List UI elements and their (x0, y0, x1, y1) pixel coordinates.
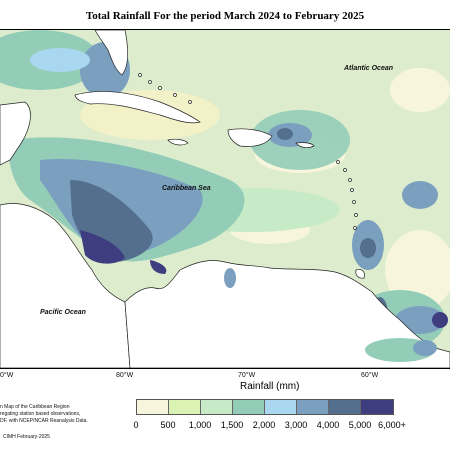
legend-tick-label: 5,000 (348, 420, 372, 430)
legend-tick-label: 0 (133, 420, 139, 430)
legend-swatch (137, 400, 169, 414)
caribbean-sea-label: Caribbean Sea (162, 185, 211, 192)
pacific-ocean-label: Pacific Ocean (40, 309, 86, 316)
rainfall-map: Atlantic Ocean Caribbean Sea Pacific Oce… (0, 29, 450, 369)
legend-tick-label: 6,000+ (378, 420, 406, 430)
map-title: Total Rainfall For the period March 2024… (85, 10, 365, 22)
lon-tick-80w: 80°W (116, 372, 134, 379)
legend-tick-label: 2,000 (252, 420, 276, 430)
legend-title: Rainfall (mm) (240, 381, 300, 392)
legend-tick-label: 1,500 (220, 420, 244, 430)
lon-tick-60w: 60°W (361, 372, 379, 379)
lon-tick-left: 0°W (0, 372, 14, 379)
legend-swatch (169, 400, 201, 414)
footnote-line-3: DF, with NCEP/NCAR Reanalysis Data. (0, 418, 88, 424)
rainfall-map-canvas (0, 30, 450, 368)
footnote-credit: CIMH February-2025 (3, 434, 50, 440)
legend-swatch (329, 400, 361, 414)
legend-swatch (233, 400, 265, 414)
legend-swatch (201, 400, 233, 414)
inland-rainfall (224, 268, 437, 362)
legend-tick-label: 3,000 (284, 420, 308, 430)
footnote-line-2: regating station based observations, (0, 411, 81, 417)
legend-swatch (265, 400, 297, 414)
lon-tick-70w: 70°W (238, 372, 256, 379)
legend-tick-label: 4,000 (316, 420, 340, 430)
footnote-line-1: n Map of the Caribbean Region (0, 404, 70, 410)
land-masses (0, 30, 450, 368)
atlantic-ocean-label: Atlantic Ocean (344, 65, 394, 72)
legend-tick-label: 500 (160, 420, 176, 430)
legend-swatch (361, 400, 393, 414)
rainfall-shading (0, 30, 450, 350)
legend-swatch (297, 400, 329, 414)
legend-tick-label: 1,000 (188, 420, 212, 430)
legend-colorbar (136, 399, 394, 415)
